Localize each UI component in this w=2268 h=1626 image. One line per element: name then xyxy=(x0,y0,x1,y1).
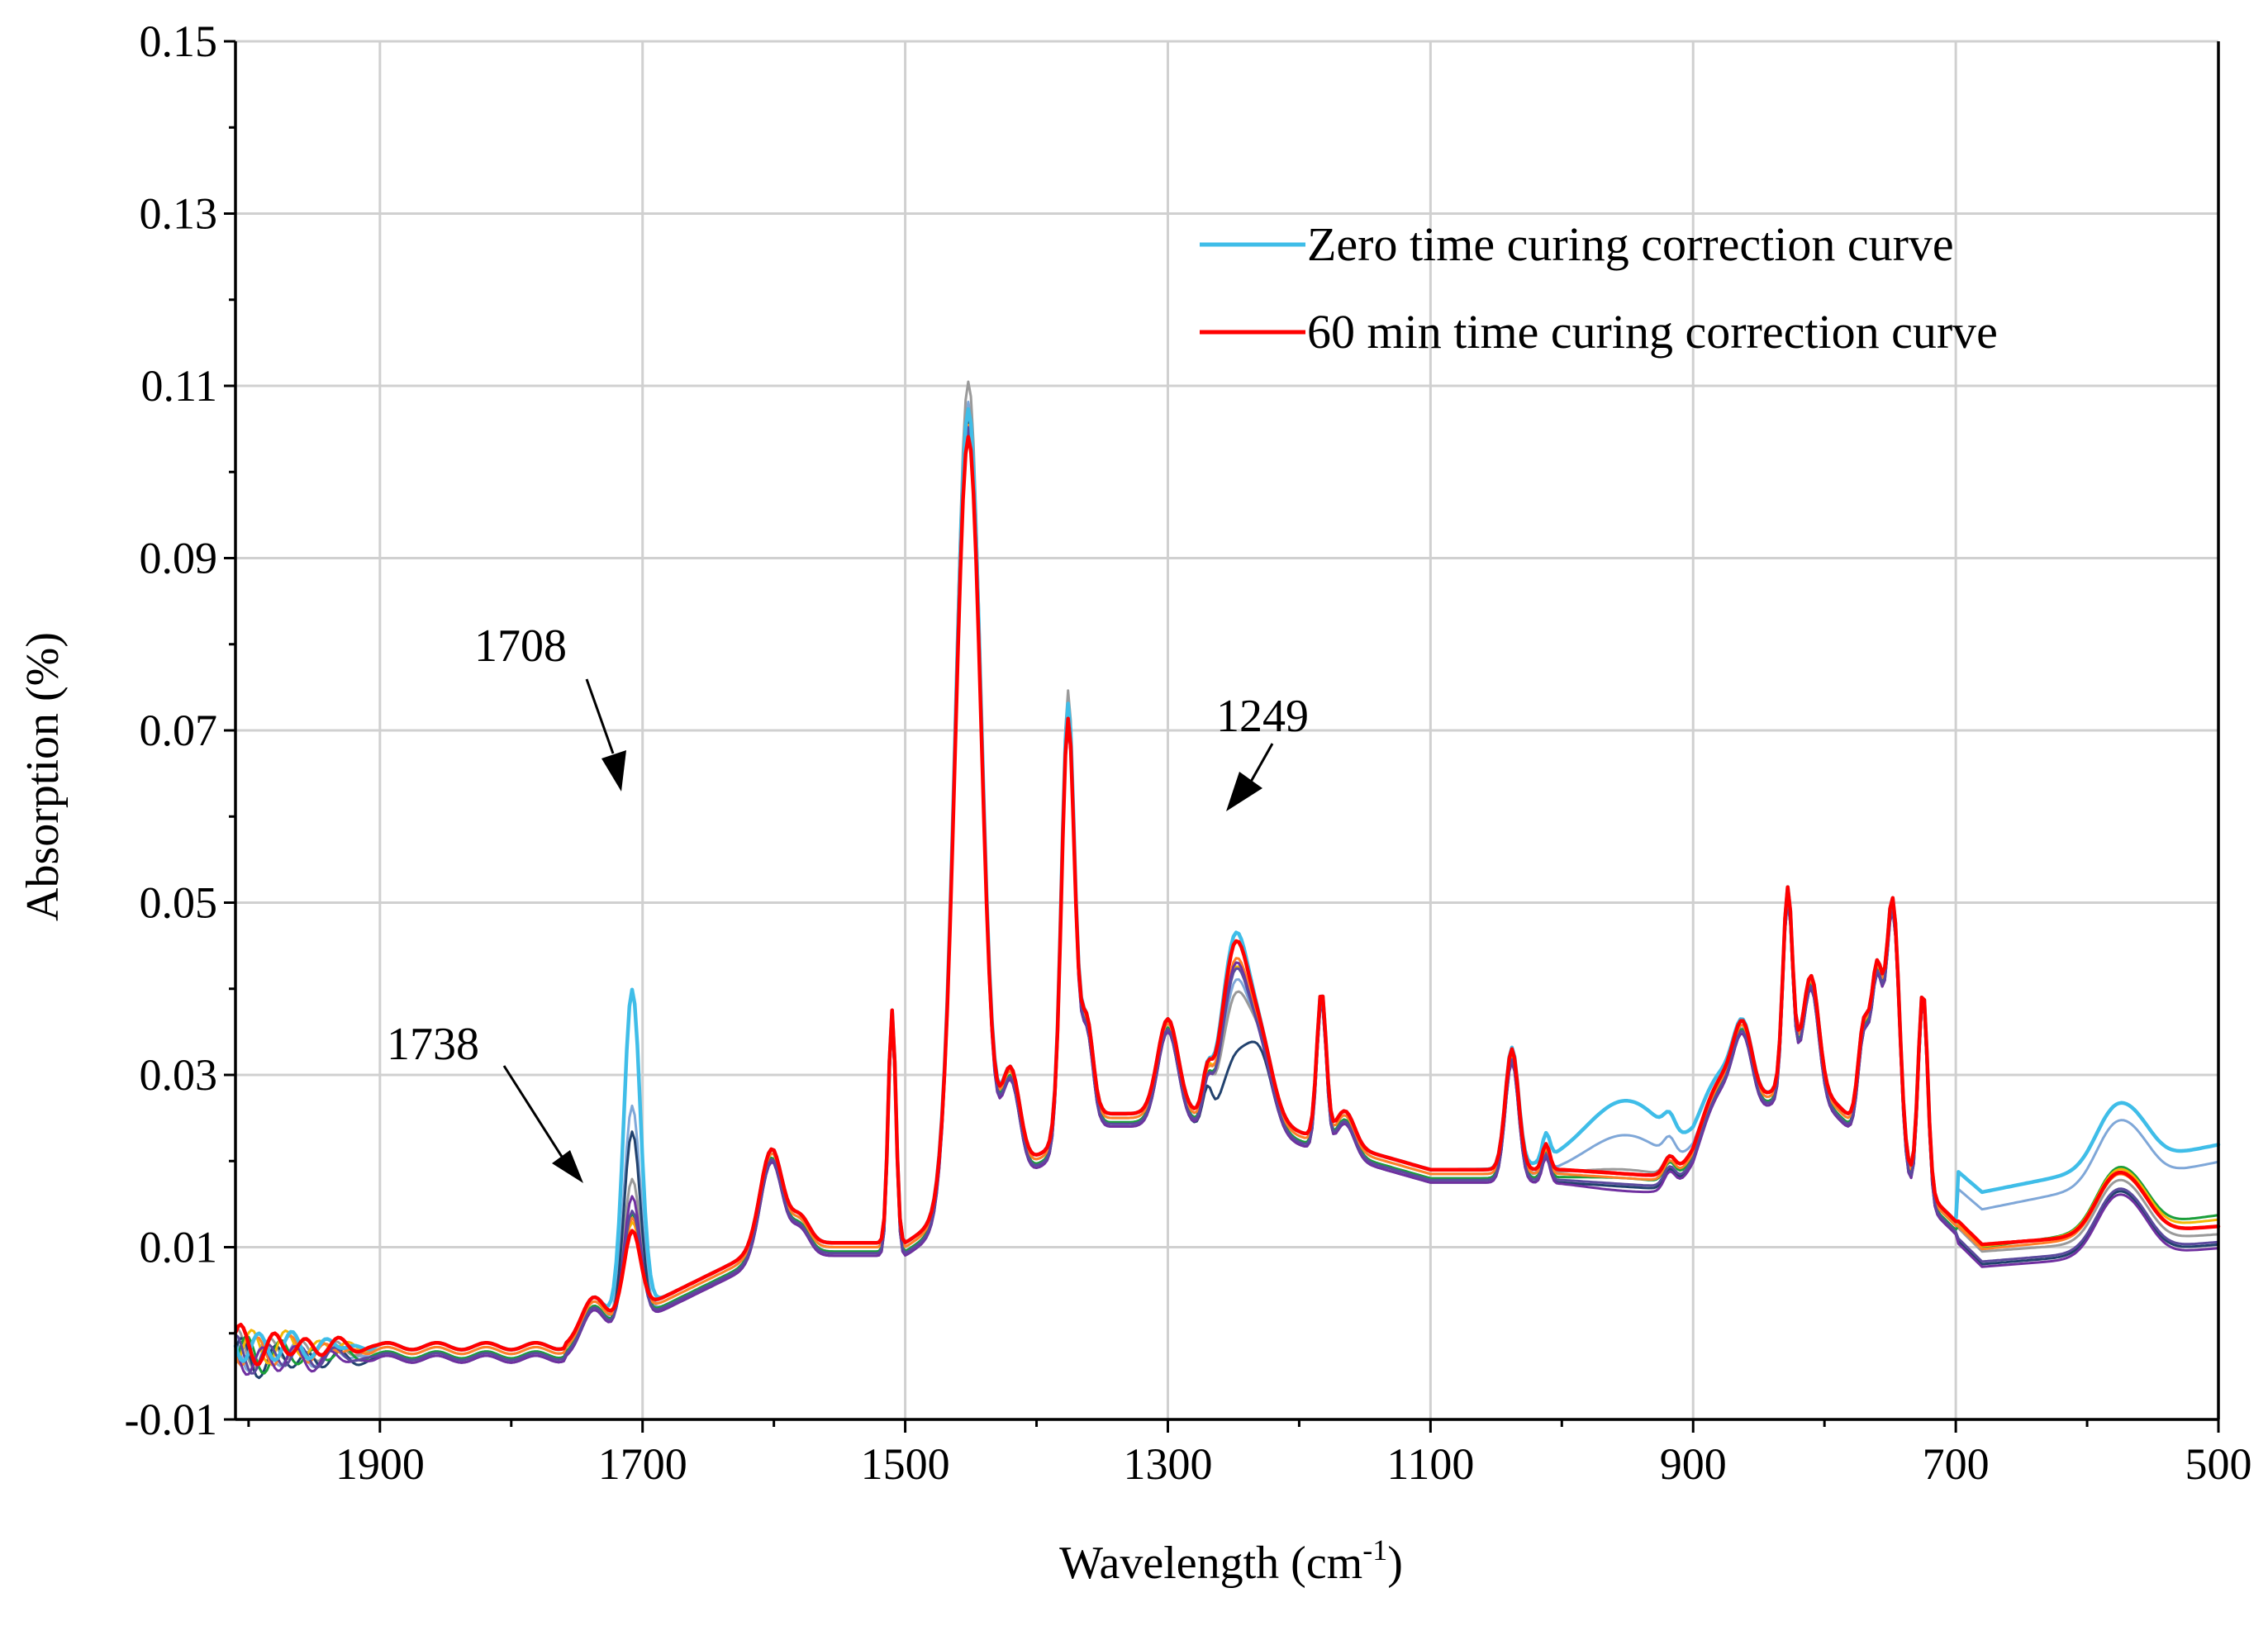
series-line-5 xyxy=(234,423,2220,1365)
x-axis-title: Wavelength (cm-1) xyxy=(1059,1533,1403,1589)
annotation-1738: 1738 xyxy=(387,1019,583,1183)
y-tick-label: 0.09 xyxy=(140,534,218,583)
annotation-1738-label: 1738 xyxy=(387,1019,479,1070)
legend: Zero time curing correction curve 60 min… xyxy=(1200,217,1998,359)
annotation-1708-arrow-line xyxy=(585,678,615,754)
series-line-6 xyxy=(234,424,2220,1367)
x-tick-label: 1300 xyxy=(1123,1439,1212,1489)
y-tick-label: 0.05 xyxy=(140,878,218,928)
series-line-7 xyxy=(234,436,2220,1376)
annotation-1249: 1249 xyxy=(1216,691,1309,811)
x-tick-label: 1900 xyxy=(335,1439,425,1489)
y-tick-label: 0.01 xyxy=(140,1223,218,1272)
y-tick-label: 0.11 xyxy=(141,361,218,411)
annotation-1249-label: 1249 xyxy=(1216,691,1309,742)
series-line-8 xyxy=(234,426,2220,1375)
x-axis-title-close: ) xyxy=(1387,1538,1403,1589)
series-line-9 xyxy=(233,435,2221,1367)
x-tick-label: 1500 xyxy=(861,1439,950,1489)
annotation-1708-arrowhead xyxy=(601,750,626,792)
series-line-2 xyxy=(234,380,2220,1370)
series-line-0 xyxy=(233,406,2221,1363)
x-axis-title-main: Wavelength (cm xyxy=(1059,1538,1362,1589)
x-axis-title-superscript: -1 xyxy=(1362,1533,1387,1567)
series-line-1 xyxy=(234,400,2220,1372)
x-tick-label: 500 xyxy=(2185,1439,2252,1489)
x-tick-label: 900 xyxy=(1660,1439,1727,1489)
series-line-3 xyxy=(234,421,2220,1380)
y-axis-title: Absorption (%) xyxy=(17,632,69,921)
x-tick-label: 1700 xyxy=(598,1439,687,1489)
annotation-1708-label: 1708 xyxy=(474,620,567,672)
y-tick-label: 0.07 xyxy=(140,706,218,755)
y-tick-label: 0.13 xyxy=(140,189,218,239)
annotation-1249-arrow-line xyxy=(1249,743,1274,782)
x-tick-label: 1100 xyxy=(1386,1439,1474,1489)
series-line-4 xyxy=(234,424,2220,1375)
annotation-1249-arrowhead xyxy=(1226,772,1262,811)
y-tick-label: -0.01 xyxy=(125,1395,217,1444)
annotation-1738-arrowhead xyxy=(552,1150,583,1183)
y-tick-label: 0.15 xyxy=(140,17,218,66)
legend-label-60min: 60 min time curing correction curve xyxy=(1307,305,1998,359)
ticks-layer: -0.01 0.01 0.03 0.05 0.07 0.09 0.11 0.13 0.15 190… xyxy=(125,17,2252,1489)
legend-label-zero: Zero time curing correction curve xyxy=(1307,217,1954,271)
annotation-1708: 1708 xyxy=(474,620,626,792)
y-tick-label: 0.03 xyxy=(140,1050,218,1100)
series-layer xyxy=(233,380,2221,1380)
annotation-1738-arrow-line xyxy=(502,1065,563,1158)
x-tick-label: 700 xyxy=(1923,1439,1990,1489)
grid-layer xyxy=(235,40,2218,1419)
